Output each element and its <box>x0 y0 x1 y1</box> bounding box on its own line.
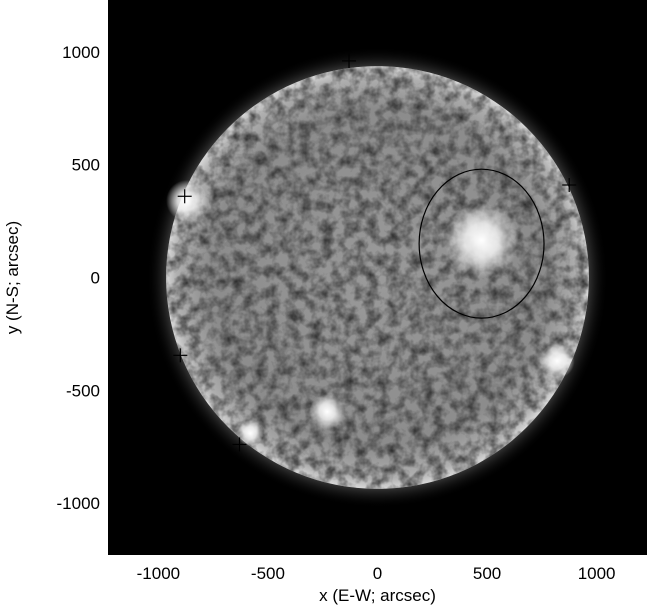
y-tick-label: -500 <box>66 381 100 400</box>
cross-marker <box>562 178 577 192</box>
y-tick-label: -1000 <box>57 494 100 513</box>
bright-region <box>309 394 345 430</box>
x-tick-label: 1000 <box>578 564 616 583</box>
y-axis-ticks: 1000 500 0 -500 -1000 <box>57 43 100 513</box>
cross-marker <box>232 437 247 452</box>
y-tick-label: 1000 <box>62 43 100 62</box>
y-tick-label: 500 <box>72 156 100 175</box>
x-axis-ticks: -1000 -500 0 500 1000 <box>137 564 616 583</box>
active-region-ellipse <box>418 168 545 319</box>
cross-marker <box>342 53 357 68</box>
y-tick-label: 0 <box>91 269 100 288</box>
bright-region <box>237 420 264 447</box>
cross-markers <box>173 53 577 452</box>
x-tick-label: -1000 <box>137 564 180 583</box>
bright-region <box>444 203 519 278</box>
y-axis-label: y (N-S; arcsec) <box>3 221 22 334</box>
bright-regions <box>166 179 575 447</box>
cross-marker <box>177 189 192 204</box>
image-area <box>108 0 647 555</box>
x-tick-label: 500 <box>473 564 501 583</box>
disk-texture <box>166 66 589 489</box>
x-tick-label: -500 <box>251 564 285 583</box>
cross-marker <box>173 348 188 363</box>
x-tick-label: 0 <box>373 564 382 583</box>
bright-region <box>166 179 208 222</box>
x-axis-label: x (E-W; arcsec) <box>319 586 436 605</box>
bright-region <box>539 343 575 379</box>
